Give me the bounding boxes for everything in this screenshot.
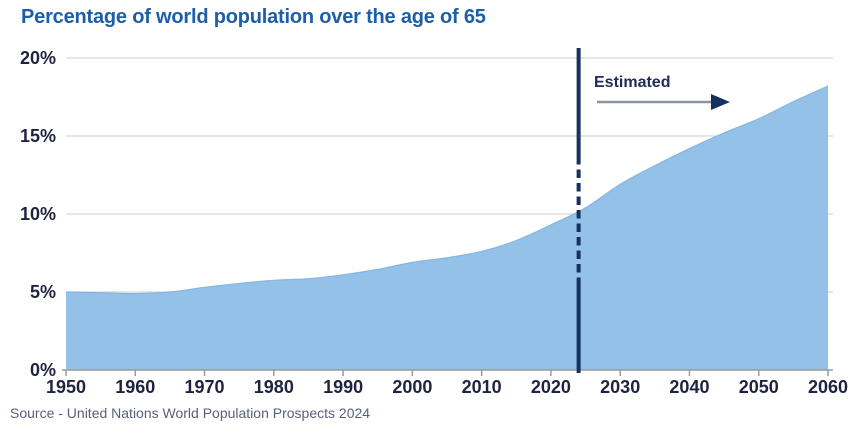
y-tick-label: 10%: [20, 204, 56, 224]
population-area-edge: [65, 85, 829, 295]
x-tick-label: 2030: [600, 377, 640, 397]
x-tick-label: 1980: [254, 377, 294, 397]
y-tick-label: 15%: [20, 126, 56, 146]
x-tick-label: 1970: [185, 377, 225, 397]
source-note: Source - United Nations World Population…: [10, 405, 371, 421]
chart-title: Percentage of world population over the …: [21, 6, 486, 28]
population-area: [66, 86, 828, 370]
y-tick-label: 0%: [30, 360, 56, 380]
x-tick-label: 2050: [739, 377, 779, 397]
x-tick-label: 2020: [531, 377, 571, 397]
x-tick-label: 1950: [46, 377, 86, 397]
estimated-arrow-head-icon: [711, 94, 730, 110]
estimated-annotation-label: Estimated: [594, 74, 671, 91]
y-tick-label: 20%: [20, 48, 56, 68]
x-tick-label: 2000: [392, 377, 432, 397]
x-tick-label: 1960: [115, 377, 155, 397]
y-tick-label: 5%: [30, 282, 56, 302]
x-tick-label: 2060: [808, 377, 848, 397]
x-tick-label: 2040: [669, 377, 709, 397]
x-tick-label: 1990: [323, 377, 363, 397]
x-tick-label: 2010: [462, 377, 502, 397]
